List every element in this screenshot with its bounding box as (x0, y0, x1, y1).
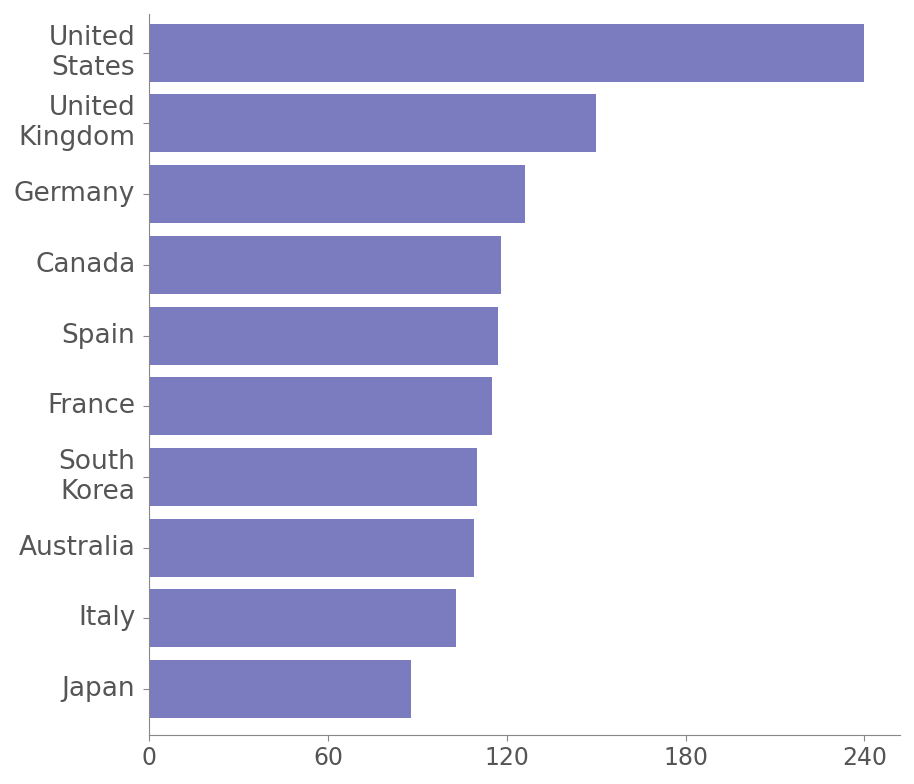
Bar (149, 24, 865, 82)
Bar (149, 95, 596, 152)
Bar (149, 165, 525, 223)
Bar (149, 236, 501, 294)
Bar (149, 448, 477, 506)
Bar (149, 307, 498, 365)
Bar (149, 590, 456, 648)
Bar (149, 377, 492, 435)
Bar (149, 519, 474, 577)
Bar (149, 660, 411, 718)
